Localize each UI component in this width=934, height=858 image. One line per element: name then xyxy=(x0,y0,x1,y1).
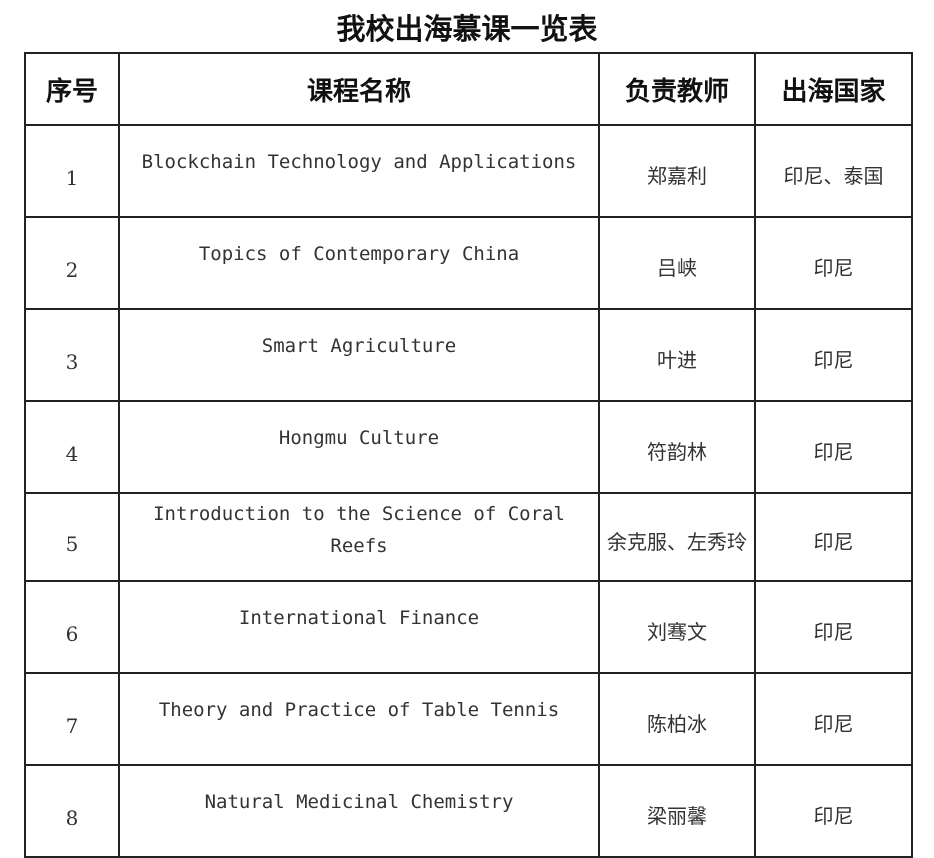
row-number: 2 xyxy=(24,216,120,310)
mooc-table: 序号 课程名称 负责教师 出海国家 1 Blockchain Technology… xyxy=(24,52,913,858)
teacher-name: 吕峡 xyxy=(598,216,756,310)
table-row: 5 Introduction to the Science of Coral Re… xyxy=(24,492,913,582)
country-name: 印尼 xyxy=(754,308,913,402)
header-teacher: 负责教师 xyxy=(598,52,756,126)
country-name: 印尼、泰国 xyxy=(754,124,913,218)
teacher-name: 刘骞文 xyxy=(598,580,756,674)
teacher-name: 余克服、左秀玲 xyxy=(598,492,756,582)
course-name: Theory and Practice of Table Tennis xyxy=(118,672,600,766)
header-country: 出海国家 xyxy=(754,52,913,126)
country-name: 印尼 xyxy=(754,400,913,494)
country-name: 印尼 xyxy=(754,764,913,858)
row-number: 1 xyxy=(24,124,120,218)
course-name: International Finance xyxy=(118,580,600,674)
row-number: 5 xyxy=(24,492,120,582)
header-course: 课程名称 xyxy=(118,52,600,126)
teacher-name: 陈柏冰 xyxy=(598,672,756,766)
teacher-name: 叶进 xyxy=(598,308,756,402)
teacher-name: 郑嘉利 xyxy=(598,124,756,218)
table-row: 4 Hongmu Culture 符韵林 印尼 xyxy=(24,400,913,494)
course-name: Hongmu Culture xyxy=(118,400,600,494)
country-name: 印尼 xyxy=(754,216,913,310)
row-number: 7 xyxy=(24,672,120,766)
course-name: Blockchain Technology and Applications xyxy=(118,124,600,218)
table-row: 2 Topics of Contemporary China 吕峡 印尼 xyxy=(24,216,913,310)
country-name: 印尼 xyxy=(754,672,913,766)
course-name: Natural Medicinal Chemistry xyxy=(118,764,600,858)
table-row: 1 Blockchain Technology and Applications 郑… xyxy=(24,124,913,218)
table-row: 3 Smart Agriculture 叶进 印尼 xyxy=(24,308,913,402)
row-number: 6 xyxy=(24,580,120,674)
course-name: Smart Agriculture xyxy=(118,308,600,402)
row-number: 4 xyxy=(24,400,120,494)
table-row: 6 International Finance 刘骞文 印尼 xyxy=(24,580,913,674)
teacher-name: 符韵林 xyxy=(598,400,756,494)
country-name: 印尼 xyxy=(754,492,913,582)
course-name: Introduction to the Science of Coral Ree… xyxy=(118,492,600,582)
table-row: 7 Theory and Practice of Table Tennis 陈柏冰印… xyxy=(24,672,913,766)
page-title: 我校出海慕课一览表 xyxy=(336,12,598,46)
table-row: 8 Natural Medicinal Chemistry 梁丽馨 印尼 xyxy=(24,764,913,858)
teacher-name: 梁丽馨 xyxy=(598,764,756,858)
country-name: 印尼 xyxy=(754,580,913,674)
row-number: 8 xyxy=(24,764,120,858)
table-header-row: 序号 课程名称 负责教师 出海国家 xyxy=(24,52,913,126)
header-number: 序号 xyxy=(24,52,120,126)
course-name: Topics of Contemporary China xyxy=(118,216,600,310)
row-number: 3 xyxy=(24,308,120,402)
